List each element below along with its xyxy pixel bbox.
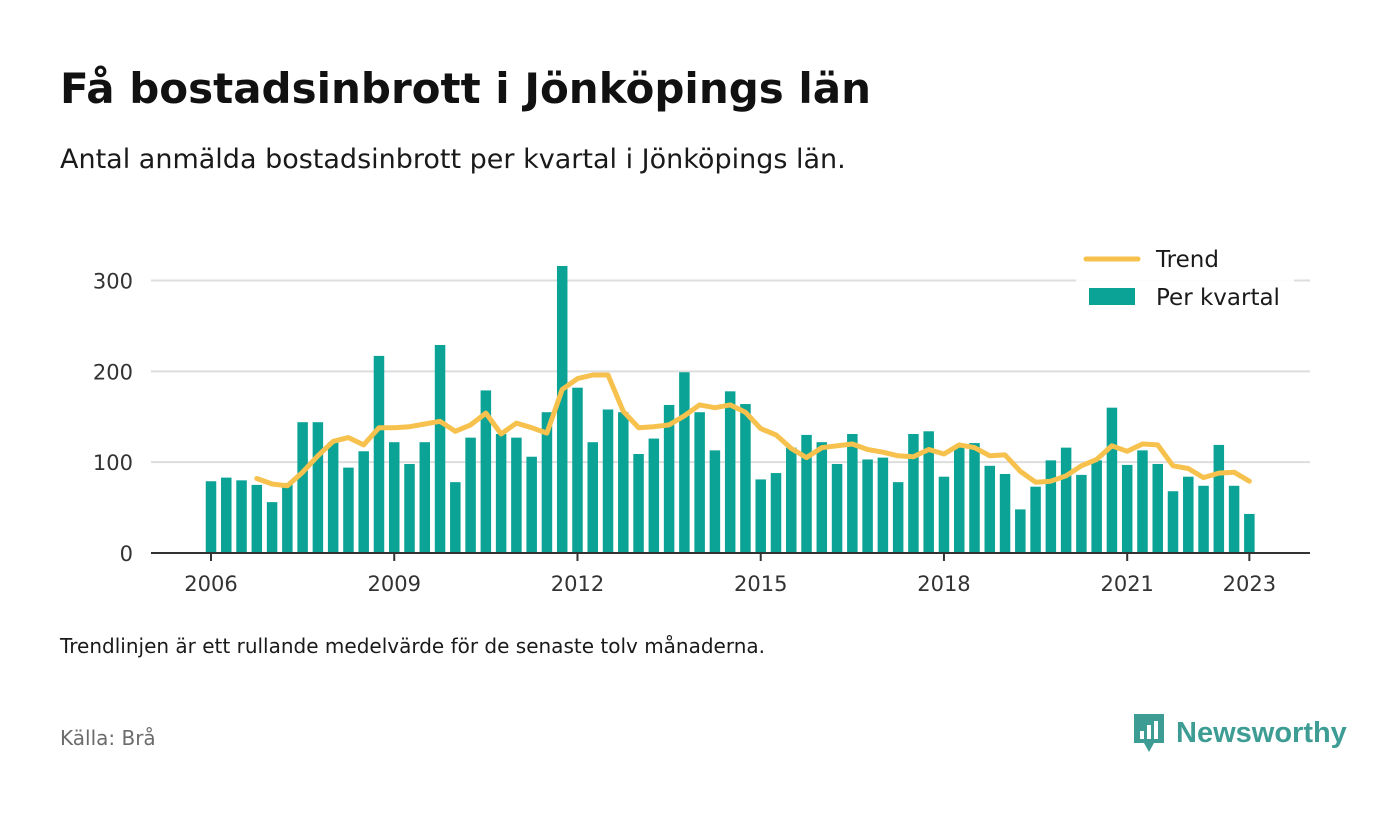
bar bbox=[556, 265, 568, 553]
bar bbox=[831, 463, 843, 553]
bar bbox=[618, 412, 629, 553]
bar bbox=[1228, 485, 1240, 553]
bar bbox=[755, 479, 766, 553]
bar bbox=[648, 438, 660, 553]
bar bbox=[511, 437, 522, 553]
bar bbox=[1198, 485, 1209, 553]
bar bbox=[205, 481, 217, 553]
bar bbox=[358, 451, 369, 553]
bar bbox=[1244, 513, 1255, 553]
chart-subtitle: Antal anmälda bostadsinbrott per kvartal… bbox=[60, 144, 846, 175]
bar bbox=[862, 459, 873, 553]
y-tick-label: 200 bbox=[93, 360, 133, 384]
bar bbox=[786, 447, 797, 553]
bar bbox=[694, 412, 705, 553]
bar bbox=[388, 442, 400, 553]
bar bbox=[847, 434, 858, 553]
y-tick-label: 0 bbox=[120, 542, 133, 566]
newsworthy-logo: Newsworthy bbox=[1132, 712, 1347, 754]
bar bbox=[526, 456, 537, 553]
x-tick-label: 2018 bbox=[917, 572, 970, 596]
bar bbox=[1015, 509, 1026, 553]
bar bbox=[740, 404, 751, 553]
bar bbox=[1137, 450, 1148, 553]
bar bbox=[1030, 486, 1041, 553]
source-label: Källa: Brå bbox=[60, 726, 156, 750]
bars-per-kvartal bbox=[205, 265, 1255, 553]
x-tick-label: 2015 bbox=[734, 572, 787, 596]
legend-bars-label: Per kvartal bbox=[1156, 285, 1280, 311]
bar bbox=[1106, 407, 1118, 553]
x-tick-label: 2012 bbox=[551, 572, 604, 596]
bar bbox=[999, 473, 1011, 553]
bar bbox=[923, 431, 934, 553]
legend-background bbox=[1076, 237, 1294, 323]
bar bbox=[892, 482, 904, 553]
bar bbox=[297, 422, 308, 553]
bar bbox=[1152, 463, 1163, 553]
bar bbox=[679, 372, 690, 553]
bar bbox=[221, 477, 232, 553]
x-tick-label: 2006 bbox=[184, 572, 237, 596]
x-tick-label: 2009 bbox=[368, 572, 421, 596]
newsworthy-logo-icon bbox=[1134, 714, 1164, 752]
bar bbox=[1183, 476, 1194, 553]
brand-name: Newsworthy bbox=[1176, 716, 1347, 749]
bar bbox=[724, 391, 736, 553]
bar bbox=[419, 442, 431, 553]
chart-title: Få bostadsinbrott i Jönköpings län bbox=[60, 64, 872, 113]
bar bbox=[1076, 474, 1087, 553]
trend-line bbox=[254, 372, 1252, 489]
trend-line-layer bbox=[254, 372, 1252, 489]
bar bbox=[1045, 460, 1057, 553]
x-tick-label: 2023 bbox=[1223, 572, 1276, 596]
bar-line-chart: 0 100 200 300 2006 2009 2012 2015 2018 2021 2023 T… bbox=[92, 237, 1310, 596]
axes: 0 100 200 300 2006 2009 2012 2015 2018 2021 2023 bbox=[93, 270, 1310, 596]
bar bbox=[877, 457, 889, 553]
bar bbox=[1213, 444, 1225, 553]
y-tick-label: 300 bbox=[93, 270, 133, 294]
legend-trend-label: Trend bbox=[1155, 247, 1219, 273]
bar bbox=[373, 355, 385, 553]
bar bbox=[282, 483, 293, 553]
legend: Trend Per kvartal bbox=[1076, 237, 1294, 323]
bar bbox=[953, 446, 965, 553]
bar bbox=[1060, 447, 1072, 553]
bar bbox=[327, 442, 339, 553]
y-tick-label: 100 bbox=[93, 451, 133, 475]
bar bbox=[633, 453, 644, 553]
bar bbox=[450, 482, 461, 553]
bar bbox=[770, 473, 782, 553]
bar bbox=[236, 480, 247, 553]
bar bbox=[465, 437, 476, 553]
bar bbox=[801, 434, 812, 553]
bar bbox=[541, 412, 553, 553]
footnote: Trendlinjen är ett rullande medelvärde f… bbox=[60, 634, 766, 658]
bar bbox=[709, 450, 721, 553]
bar bbox=[251, 484, 263, 553]
bar bbox=[343, 467, 354, 553]
bar bbox=[984, 465, 996, 553]
bar bbox=[1167, 491, 1179, 553]
bar bbox=[1121, 464, 1133, 553]
bar bbox=[495, 434, 507, 553]
bar bbox=[572, 387, 583, 553]
bar bbox=[663, 404, 675, 553]
bar bbox=[816, 442, 828, 553]
bar bbox=[312, 422, 324, 553]
bar bbox=[908, 434, 919, 553]
bar bbox=[434, 344, 446, 553]
x-tick-label: 2021 bbox=[1100, 572, 1153, 596]
bar bbox=[938, 476, 950, 553]
bar bbox=[587, 442, 598, 553]
bar bbox=[969, 443, 980, 553]
bar bbox=[266, 502, 278, 553]
bar bbox=[602, 409, 614, 553]
bar bbox=[1091, 460, 1102, 553]
bar bbox=[480, 390, 492, 553]
legend-bars-swatch bbox=[1089, 288, 1135, 305]
bar bbox=[404, 463, 415, 553]
